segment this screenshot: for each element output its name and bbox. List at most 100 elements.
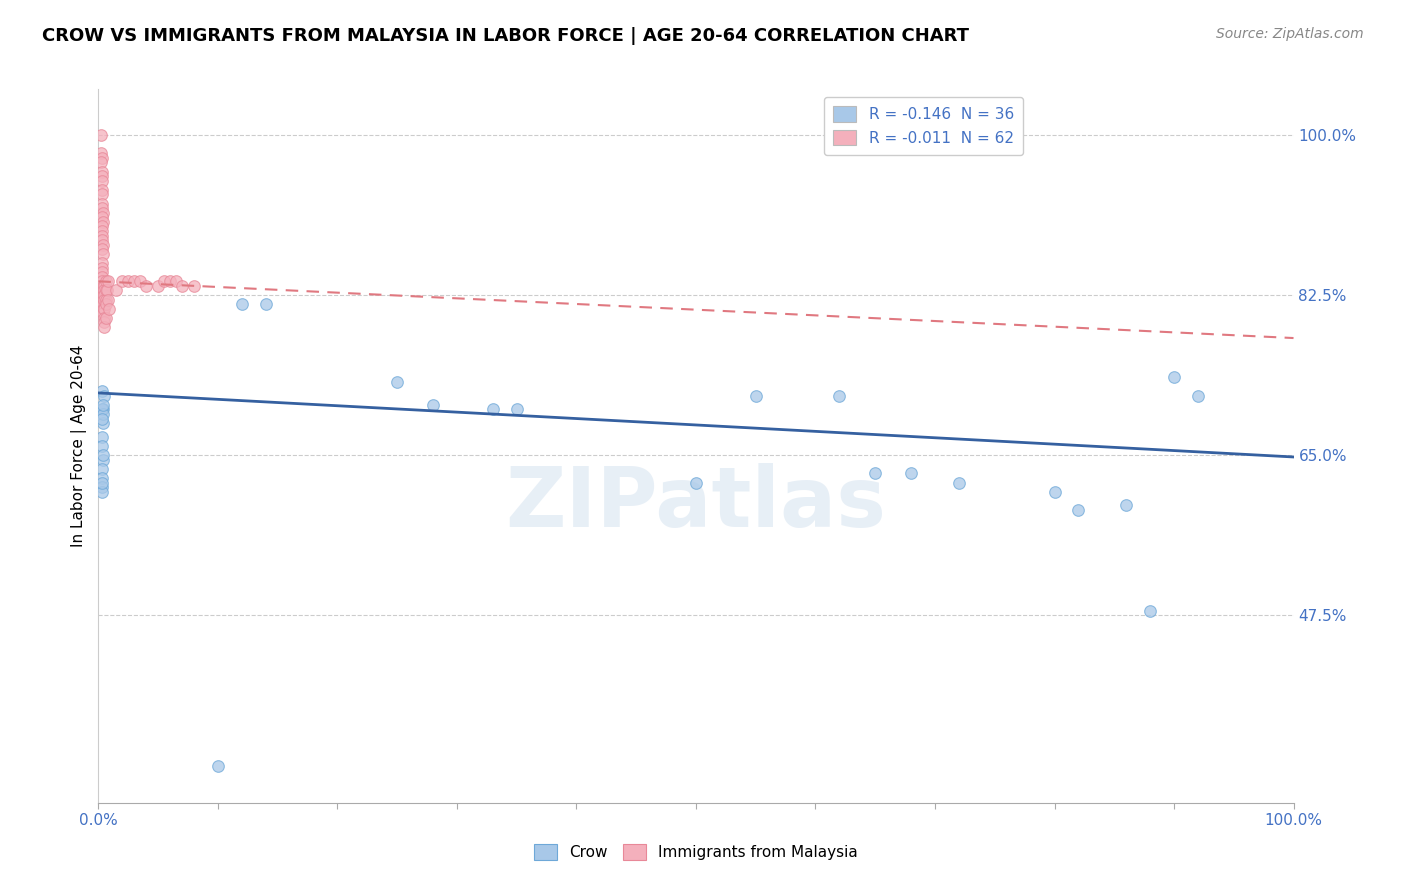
Point <box>124 274 146 288</box>
Point <box>91 247 114 261</box>
Legend: Crow, Immigrants from Malaysia: Crow, Immigrants from Malaysia <box>529 838 863 866</box>
Point <box>91 480 114 494</box>
Point <box>91 284 114 298</box>
Point <box>948 475 970 490</box>
Point <box>91 164 114 178</box>
Point <box>1139 604 1161 618</box>
Text: CROW VS IMMIGRANTS FROM MALAYSIA IN LABOR FORCE | AGE 20-64 CORRELATION CHART: CROW VS IMMIGRANTS FROM MALAYSIA IN LABO… <box>42 27 969 45</box>
Point <box>91 430 114 444</box>
Text: Source: ZipAtlas.com: Source: ZipAtlas.com <box>1216 27 1364 41</box>
Point <box>422 398 444 412</box>
Point <box>91 256 114 270</box>
Point <box>91 471 114 485</box>
Point <box>685 475 707 490</box>
Point <box>96 284 118 298</box>
Point <box>385 375 409 389</box>
Point <box>481 402 505 417</box>
Point <box>91 260 114 275</box>
Point <box>91 398 114 412</box>
Point <box>93 284 115 298</box>
Point <box>183 279 205 293</box>
Point <box>91 196 114 211</box>
Point <box>93 389 115 403</box>
Point <box>91 279 114 293</box>
Point <box>91 233 114 247</box>
Point <box>91 228 114 243</box>
Point <box>91 306 114 320</box>
Point <box>91 439 114 453</box>
Point <box>1187 389 1209 403</box>
Point <box>91 274 114 288</box>
Point <box>159 274 181 288</box>
Point <box>93 301 115 316</box>
Point <box>94 293 117 307</box>
Point <box>207 759 229 773</box>
Point <box>148 279 170 293</box>
Point <box>254 297 277 311</box>
Point <box>91 416 114 430</box>
Point <box>91 183 114 197</box>
Point <box>91 452 114 467</box>
Point <box>91 219 114 234</box>
Point <box>93 316 115 330</box>
Point <box>93 279 115 293</box>
Point <box>94 284 117 298</box>
Point <box>93 310 115 325</box>
Point <box>231 297 253 311</box>
Point <box>93 293 115 307</box>
Point <box>94 310 117 325</box>
Point <box>91 297 114 311</box>
Point <box>91 293 114 307</box>
Point <box>117 274 139 288</box>
Point <box>172 279 194 293</box>
Point <box>91 205 114 219</box>
Text: ZIPatlas: ZIPatlas <box>506 463 886 543</box>
Point <box>93 288 115 302</box>
Point <box>90 128 112 142</box>
Point <box>91 211 114 225</box>
Point <box>91 448 114 462</box>
Point <box>745 389 768 403</box>
Point <box>111 274 134 288</box>
Point <box>91 169 114 183</box>
Y-axis label: In Labor Force | Age 20-64: In Labor Force | Age 20-64 <box>72 345 87 547</box>
Point <box>865 467 887 481</box>
Point <box>91 187 114 202</box>
Point <box>91 201 114 215</box>
Point <box>94 274 117 288</box>
Point <box>91 242 114 256</box>
Point <box>97 293 120 307</box>
Point <box>93 320 115 334</box>
Point <box>90 155 112 169</box>
Point <box>98 301 121 316</box>
Point <box>105 284 128 298</box>
Point <box>91 484 114 499</box>
Point <box>91 384 114 398</box>
Point <box>91 269 114 284</box>
Point <box>506 402 529 417</box>
Point <box>91 265 114 279</box>
Point <box>153 274 176 288</box>
Point <box>91 224 114 238</box>
Point <box>1043 484 1066 499</box>
Point <box>1163 370 1185 384</box>
Point <box>91 288 114 302</box>
Point <box>91 402 114 417</box>
Point <box>1067 503 1090 517</box>
Point <box>97 274 120 288</box>
Point <box>91 174 114 188</box>
Point <box>91 237 114 252</box>
Point <box>94 297 117 311</box>
Point <box>900 467 922 481</box>
Point <box>91 402 114 417</box>
Point <box>91 411 114 425</box>
Point <box>91 151 114 165</box>
Point <box>90 146 112 161</box>
Point <box>129 274 152 288</box>
Point <box>91 407 114 421</box>
Point <box>135 279 157 293</box>
Point <box>91 215 114 229</box>
Point <box>91 301 114 316</box>
Point <box>165 274 187 288</box>
Point <box>91 462 114 476</box>
